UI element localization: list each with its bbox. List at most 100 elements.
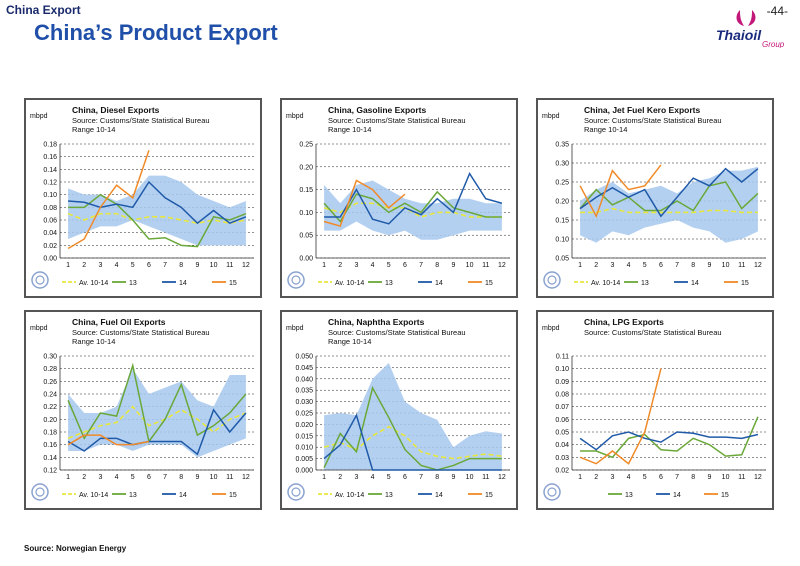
y-tick-label: 0.20 bbox=[43, 417, 57, 424]
y-tick-label: 0.02 bbox=[555, 468, 569, 475]
y-tick-label: 0.30 bbox=[555, 161, 569, 168]
chart-range-note: Range 10-14 bbox=[72, 337, 115, 346]
y-tick-label: 0.35 bbox=[555, 142, 569, 149]
series-line-avg bbox=[67, 405, 247, 440]
swirl-ring bbox=[543, 483, 561, 501]
x-tick-label: 12 bbox=[242, 262, 250, 269]
x-tick-label: 5 bbox=[643, 474, 647, 481]
x-tick-label: 12 bbox=[498, 262, 506, 269]
x-tick-label: 4 bbox=[627, 474, 631, 481]
x-tick-label: 4 bbox=[371, 262, 375, 269]
y-tick-label: 0.15 bbox=[555, 218, 569, 225]
y-tick-label: 0.30 bbox=[43, 354, 57, 361]
series-line-y13 bbox=[67, 362, 247, 444]
x-tick-label: 3 bbox=[98, 474, 102, 481]
x-tick-label: 2 bbox=[338, 474, 342, 481]
x-tick-label: 6 bbox=[147, 474, 151, 481]
x-tick-label: 7 bbox=[163, 262, 167, 269]
y-tick-label: 0.15 bbox=[299, 187, 313, 194]
series-line-y14 bbox=[67, 408, 247, 456]
chart-range-note: Range 10-14 bbox=[584, 125, 627, 134]
x-tick-label: 11 bbox=[738, 474, 745, 481]
legend-label-avg: Av. 10-14 bbox=[335, 492, 364, 499]
x-tick-label: 6 bbox=[147, 262, 151, 269]
unit-label: mbpd bbox=[30, 325, 48, 332]
legend-label-y14: 14 bbox=[179, 492, 187, 499]
y-tick-label: 0.25 bbox=[555, 180, 569, 187]
y-tick-label: 0.02 bbox=[43, 243, 57, 250]
x-tick-label: 7 bbox=[675, 474, 679, 481]
legend-label-avg: Av. 10-14 bbox=[79, 280, 108, 287]
y-tick-label: 0.050 bbox=[295, 354, 313, 361]
chart-subtitle: Source: Customs/State Statistical Bureau bbox=[72, 116, 210, 125]
y-tick-label: 0.025 bbox=[295, 411, 313, 418]
y-tick-label: 0.08 bbox=[43, 205, 57, 212]
y-tick-label: 0.030 bbox=[295, 399, 313, 406]
series-line-y13 bbox=[68, 193, 247, 248]
x-tick-label: 1 bbox=[578, 262, 582, 269]
legend-label-y14: 14 bbox=[435, 492, 443, 499]
x-tick-label: 6 bbox=[403, 474, 407, 481]
unit-label: mbpd bbox=[542, 325, 560, 332]
swirl-logo-icon bbox=[31, 271, 49, 289]
unit-label: mbpd bbox=[286, 113, 304, 120]
chart-panel-diesel: mbpd China, Diesel Exports Source: Customs… bbox=[24, 98, 262, 298]
x-tick-label: 4 bbox=[115, 474, 119, 481]
legend-label-y15: 15 bbox=[229, 492, 237, 499]
x-tick-label: 12 bbox=[754, 474, 762, 481]
x-tick-label: 6 bbox=[659, 262, 663, 269]
x-tick-label: 11 bbox=[482, 262, 489, 269]
chart-subtitle: Source: Customs/State Statistical Bureau bbox=[584, 116, 722, 125]
legend-label-y15: 15 bbox=[229, 280, 237, 287]
y-tick-label: 0.22 bbox=[43, 404, 57, 411]
x-tick-label: 3 bbox=[354, 474, 358, 481]
legend-label-y13: 13 bbox=[625, 492, 633, 499]
y-tick-label: 0.010 bbox=[295, 445, 313, 452]
swirl-ring bbox=[287, 271, 305, 289]
x-tick-label: 6 bbox=[659, 474, 663, 481]
header-bar: China Export China’s Product Export -44-… bbox=[0, 0, 800, 52]
legend-label-y13: 13 bbox=[129, 280, 137, 287]
x-tick-label: 9 bbox=[195, 474, 199, 481]
y-tick-label: 0.28 bbox=[43, 366, 57, 373]
legend-label-y14: 14 bbox=[673, 492, 681, 499]
chart-panel-jetfuel: mbpd China, Jet Fuel Kero Exports Source: … bbox=[536, 98, 774, 298]
y-tick-label: 0.05 bbox=[555, 256, 569, 263]
x-tick-label: 9 bbox=[195, 262, 199, 269]
legend-label-y13: 13 bbox=[385, 280, 393, 287]
x-tick-label: 3 bbox=[354, 262, 358, 269]
y-tick-label: 0.26 bbox=[43, 379, 57, 386]
swirl-core bbox=[291, 487, 301, 497]
x-tick-label: 3 bbox=[98, 262, 102, 269]
unit-label: mbpd bbox=[542, 113, 560, 120]
x-tick-label: 8 bbox=[179, 474, 183, 481]
y-tick-label: 0.14 bbox=[43, 455, 57, 462]
y-tick-label: 0.03 bbox=[555, 455, 569, 462]
y-tick-label: 0.12 bbox=[43, 180, 57, 187]
x-tick-label: 2 bbox=[594, 474, 598, 481]
legend-label-y15: 15 bbox=[485, 280, 493, 287]
swirl-ring bbox=[31, 483, 49, 501]
swirl-core bbox=[547, 487, 557, 497]
chart-subtitle: Source: Customs/State Statistical Bureau bbox=[584, 328, 722, 337]
x-tick-label: 3 bbox=[610, 262, 614, 269]
x-tick-label: 10 bbox=[722, 262, 730, 269]
chart-title: China, Jet Fuel Kero Exports bbox=[584, 105, 700, 115]
series-line-y14 bbox=[579, 431, 759, 451]
page-title: China’s Product Export bbox=[34, 20, 278, 45]
series-line-avg bbox=[580, 207, 758, 214]
chart-subtitle: Source: Customs/State Statistical Bureau bbox=[328, 328, 466, 337]
y-tick-label: 0.16 bbox=[43, 442, 57, 449]
x-tick-label: 10 bbox=[722, 474, 730, 481]
chart-subtitle: Source: Customs/State Statistical Bureau bbox=[72, 328, 210, 337]
x-tick-label: 5 bbox=[387, 474, 391, 481]
logo-petal-left-icon bbox=[736, 10, 744, 26]
y-tick-label: 0.11 bbox=[556, 354, 569, 361]
x-tick-label: 12 bbox=[754, 262, 762, 269]
chart-panel-lpg: mbpd China, LPG Exports Source: Customs/St… bbox=[536, 310, 774, 510]
chart-subtitle: Source: Customs/State Statistical Bureau bbox=[328, 116, 466, 125]
x-tick-label: 11 bbox=[738, 262, 745, 269]
